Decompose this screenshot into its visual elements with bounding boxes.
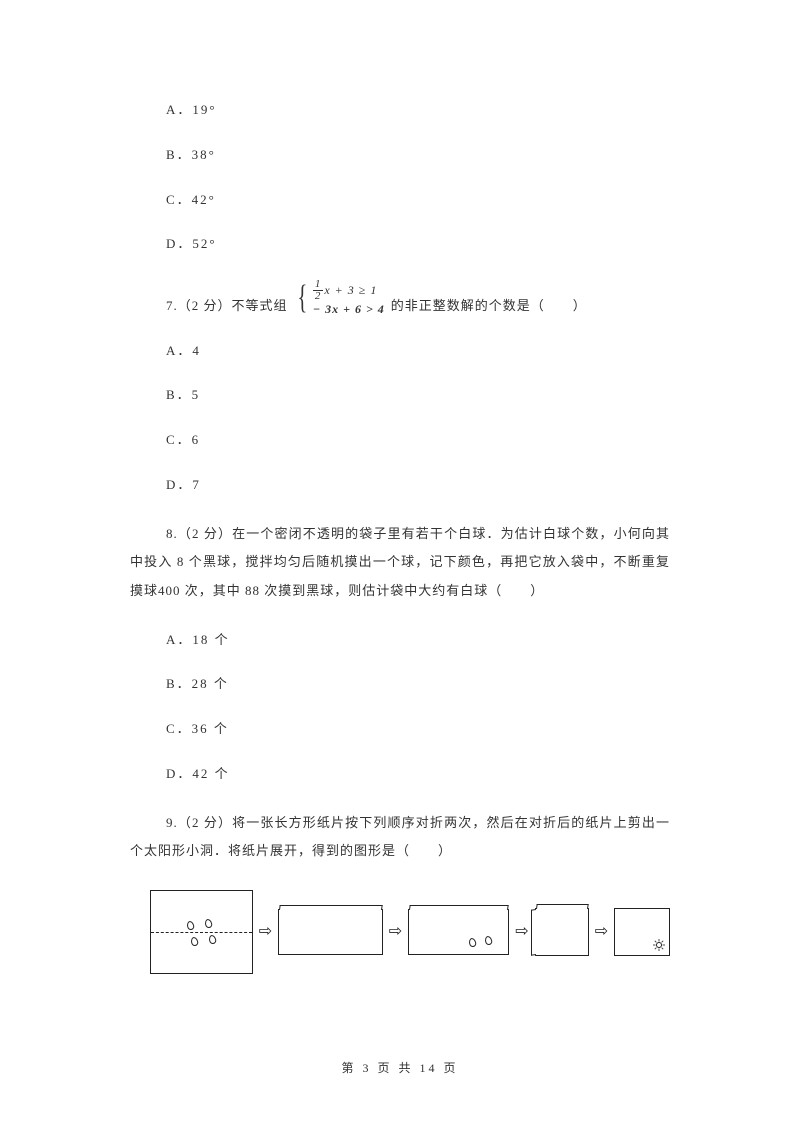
teardrop-icon <box>190 936 199 947</box>
paper-flap-icon <box>531 909 536 956</box>
q8-option-d: D．42 个 <box>166 764 670 785</box>
q9-folding-diagram: ⇨ ⇨ ⇨ ⇨ <box>150 890 670 974</box>
q8-option-b: B．28 个 <box>166 674 670 695</box>
diagram-panel-2 <box>278 909 383 955</box>
q7-option-b: B．5 <box>166 385 670 406</box>
inequality-column: 1 2 x + 3 ≥ 1 − 3x + 6 > 4 <box>313 279 385 316</box>
q9-stem: 9.（2 分）将一张长方形纸片按下列顺序对折两次，然后在对折后的纸片上剪出一个太… <box>130 809 670 866</box>
arrow-right-icon: ⇨ <box>259 919 272 945</box>
q8-stem: 8.（2 分）在一个密闭不透明的袋子里有若干个白球．为估计白球个数，小何向其中投… <box>130 520 670 606</box>
teardrop-icon <box>468 937 477 948</box>
sun-cutout-icon <box>653 939 665 951</box>
q8-option-a: A．18 个 <box>166 630 670 651</box>
teardrop-icon <box>186 920 195 931</box>
diagram-panel-1 <box>150 890 253 974</box>
diagram-panel-5 <box>614 908 670 956</box>
q7-stem: 7.（2 分）不等式组 { 1 2 x + 3 ≥ 1 − 3x + 6 > 4… <box>130 279 670 316</box>
q7-inequality-system: { 1 2 x + 3 ≥ 1 − 3x + 6 > 4 <box>294 279 385 316</box>
inequality-1: 1 2 x + 3 ≥ 1 <box>313 279 385 302</box>
q8-option-c: C．36 个 <box>166 719 670 740</box>
page-content: A．19° B．38° C．42° D．52° 7.（2 分）不等式组 { 1 … <box>0 0 800 1034</box>
q6-option-a: A．19° <box>166 100 670 121</box>
teardrop-icon <box>484 935 493 946</box>
page-footer: 第 3 页 共 14 页 <box>0 1059 800 1078</box>
paper-flap-icon <box>279 905 382 910</box>
q6-option-c: C．42° <box>166 190 670 211</box>
fold-line-icon <box>151 932 252 933</box>
arrow-right-icon: ⇨ <box>515 919 528 945</box>
q6-option-b: B．38° <box>166 145 670 166</box>
diagram-panel-3 <box>408 909 509 955</box>
left-brace-icon: { <box>297 281 307 315</box>
teardrop-icon <box>204 918 213 929</box>
arrow-right-icon: ⇨ <box>595 919 608 945</box>
paper-flap-icon <box>409 905 509 910</box>
q7-option-c: C．6 <box>166 430 670 451</box>
fraction-half: 1 2 <box>313 279 324 302</box>
paper-flap-icon <box>536 904 589 909</box>
inequality-2: − 3x + 6 > 4 <box>313 302 385 316</box>
arrow-right-icon: ⇨ <box>389 919 402 945</box>
q7-suffix: 的非正整数解的个数是（ ） <box>391 296 587 317</box>
q7-prefix: 7.（2 分）不等式组 <box>166 296 288 317</box>
teardrop-icon <box>208 934 217 945</box>
q7-option-d: D．7 <box>166 475 670 496</box>
q6-option-d: D．52° <box>166 234 670 255</box>
q7-option-a: A．4 <box>166 341 670 362</box>
diagram-panel-4 <box>535 908 589 956</box>
